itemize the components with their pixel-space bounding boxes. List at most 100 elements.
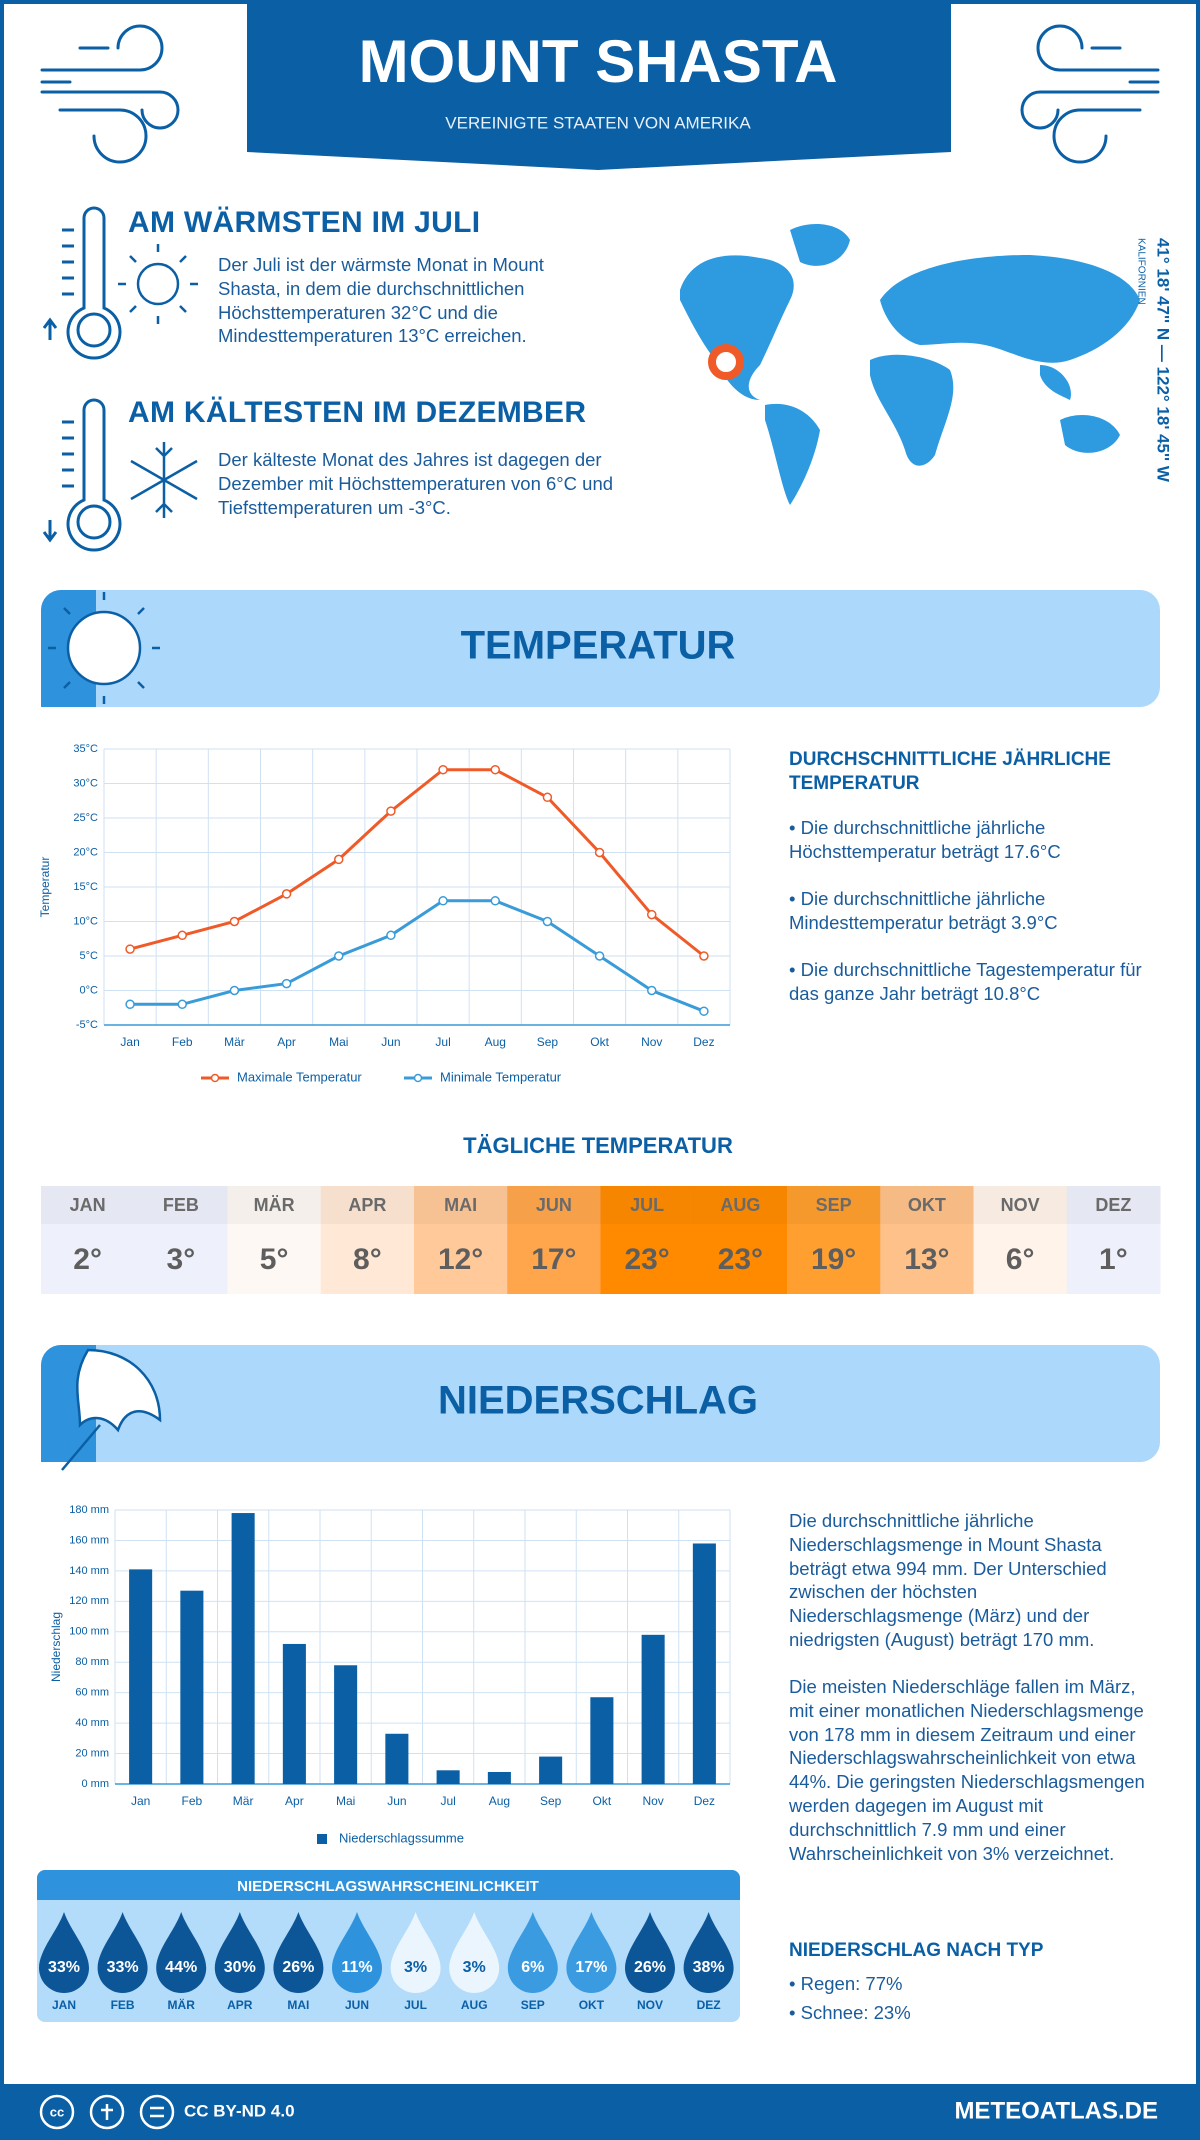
table-cell: [1066, 1186, 1161, 1294]
temperature-value: 17°: [531, 1243, 576, 1276]
data-point: [699, 951, 709, 961]
footer-site: METEOATLAS.DE: [954, 2097, 1158, 2124]
drop: [566, 1912, 617, 1993]
section-title: TEMPERATUR: [461, 624, 736, 668]
drop-month: JUN: [345, 1998, 369, 2012]
warmest-title: AM WÄRMSTEN IM JULI: [128, 206, 481, 239]
drop-month: NOV: [637, 1998, 663, 2012]
drop: [39, 1912, 89, 1993]
drop: [625, 1912, 675, 1993]
bar: [385, 1733, 409, 1784]
temperature-value: 8°: [353, 1243, 382, 1276]
y-tick-label: 20°C: [73, 846, 98, 858]
drop: [390, 1912, 441, 1993]
summary-bullet: • Die durchschnittliche Tagestemperatur …: [789, 959, 1142, 1004]
table-cell: [414, 1186, 508, 1294]
x-tick-label: Mai: [336, 1794, 355, 1808]
data-point: [386, 930, 396, 941]
data-point: [229, 916, 240, 927]
world-map: [680, 224, 1140, 505]
drop: [156, 1912, 207, 1993]
month-label: MAI: [444, 1195, 477, 1215]
drop-value: 26%: [282, 1959, 314, 1976]
drop-month: APR: [227, 1998, 253, 2012]
section-banner: [41, 1345, 1160, 1462]
drop: [683, 1912, 734, 1993]
data-point: [594, 847, 605, 858]
data-point: [699, 1006, 709, 1016]
drop-value: 38%: [693, 1959, 725, 1976]
drop-month: SEP: [521, 1998, 545, 2012]
y-tick-label: 140 mm: [69, 1565, 109, 1577]
bar: [539, 1756, 563, 1784]
data-point: [647, 909, 657, 920]
temperature-value: 23°: [718, 1243, 763, 1276]
x-tick-label: Jun: [381, 1035, 400, 1049]
drop: [507, 1912, 558, 1993]
temperature-value: 12°: [438, 1243, 483, 1276]
drop-value: 33%: [48, 1959, 80, 1976]
bar: [129, 1569, 153, 1784]
x-tick-label: Jun: [387, 1794, 406, 1808]
y-tick-label: -5°C: [76, 1019, 98, 1031]
drop-month: JAN: [52, 1998, 76, 2012]
section-title: NIEDERSCHLAG: [438, 1379, 758, 1423]
drop-value: 30%: [224, 1959, 256, 1976]
y-tick-label: 80 mm: [75, 1656, 109, 1668]
month-label: DEZ: [1095, 1195, 1131, 1215]
legend-marker: [413, 1073, 423, 1083]
y-tick-label: 20 mm: [75, 1747, 109, 1759]
bar: [590, 1697, 614, 1784]
table-cell: [600, 1186, 695, 1294]
month-label: JUL: [630, 1195, 664, 1215]
temperature-value: 2°: [73, 1243, 102, 1276]
sun-icon: [48, 592, 160, 704]
x-tick-label: Apr: [285, 1794, 304, 1808]
drop-value: 6%: [521, 1959, 544, 1976]
footer-band: [4, 2084, 1196, 2136]
footer-license: CC BY-ND 4.0: [184, 2101, 295, 2120]
drop-month: MÄR: [168, 1997, 196, 2012]
wind-icon: [1020, 24, 1160, 164]
drop-month: AUG: [461, 1998, 488, 2012]
data-point: [542, 916, 553, 927]
header-subtitle: VEREINIGTE STAATEN VON AMERIKA: [445, 113, 751, 132]
y-tick-label: 30°C: [73, 777, 98, 789]
y-tick-label: 100 mm: [69, 1626, 109, 1638]
drop: [332, 1912, 382, 1993]
drop-month: FEB: [111, 1998, 135, 2012]
y-tick-label: 180 mm: [69, 1504, 109, 1516]
data-point: [281, 978, 292, 989]
umbrella-icon: [61, 1348, 162, 1471]
bar: [282, 1643, 306, 1784]
temperature-value: 1°: [1099, 1243, 1128, 1276]
drop-month: JUL: [404, 1998, 427, 2012]
bar: [231, 1513, 255, 1784]
y-axis-label: Niederschlag: [49, 1612, 63, 1682]
x-tick-label: Aug: [485, 1035, 506, 1049]
temperature-value: 13°: [904, 1243, 949, 1276]
drop: [214, 1912, 265, 1993]
header-title: MOUNT SHASTA: [359, 28, 838, 95]
daily-temperature-table: JAN 2° FEB 3° MÄR 5° APR 8° MAI 12° JUN 17° JUL 23° AU…: [41, 1186, 1161, 1294]
x-tick-label: Sep: [537, 1035, 559, 1049]
svg-text:cc: cc: [50, 2104, 64, 2119]
probability-drops: 33% JAN 33% FEB 44% MÄR 30% APR 26% MAI 11% JUN 3% JU…: [39, 1912, 734, 2012]
snowflake-icon: [130, 442, 198, 518]
x-tick-label: Okt: [590, 1035, 609, 1049]
month-label: NOV: [1001, 1195, 1040, 1215]
month-label: OKT: [908, 1195, 946, 1215]
bar: [487, 1771, 511, 1784]
drop: [449, 1912, 500, 1993]
month-label: MÄR: [254, 1195, 295, 1215]
table-cell: [880, 1186, 974, 1294]
drop-value: 33%: [107, 1959, 139, 1976]
bar: [180, 1590, 204, 1784]
warmest-text: Der Juli ist der wärmste Monat in Mount …: [218, 254, 544, 347]
table-title: TÄGLICHE TEMPERATUR: [463, 1133, 733, 1158]
x-tick-label: Dez: [693, 1035, 714, 1049]
drop-value: 3%: [404, 1959, 427, 1976]
drop-value: 44%: [165, 1959, 197, 1976]
x-tick-label: Dez: [694, 1794, 715, 1808]
y-tick-label: 0 mm: [82, 1778, 110, 1790]
